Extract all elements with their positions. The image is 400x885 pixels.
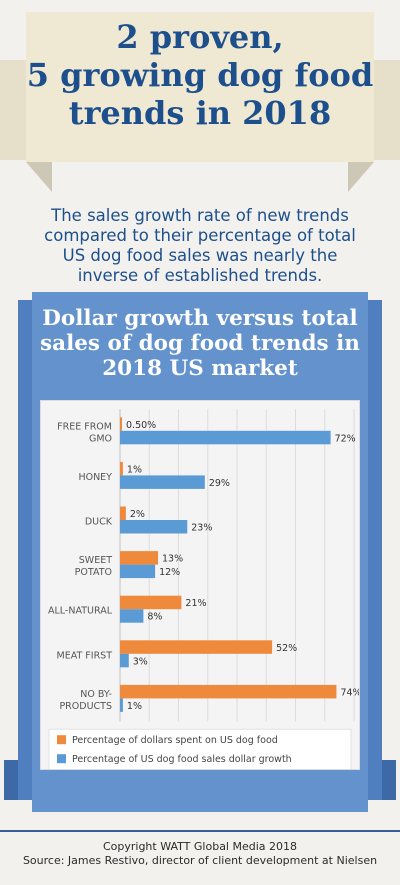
footer: Copyright WATT Global Media 2018 Source:… [0, 840, 400, 868]
subtitle-line: The sales growth rate of new trends [51, 206, 349, 225]
title-ribbon [26, 12, 374, 162]
ribbon-fold-right [348, 162, 374, 192]
chart-title-line: Dollar growth versus total [42, 306, 358, 331]
ribbon-tail-left [0, 60, 26, 160]
title-line: 2 proven, [116, 18, 284, 56]
data-label: 8% [147, 612, 162, 623]
chart-area: FREE FROM GMO 0.50% 72% HONEY 1% 29% DUCK 2% 23% S… [40, 400, 362, 774]
data-label: 29% [209, 478, 230, 489]
bar [120, 417, 122, 431]
data-label: 74% [340, 687, 359, 698]
data-label: 12% [159, 567, 180, 578]
ribbon-tail-right [374, 60, 400, 160]
subtitle-line: compared to their percentage of total [44, 226, 356, 245]
legend-swatch [57, 735, 66, 745]
data-label: 2% [130, 509, 145, 520]
panel-edge-right [382, 760, 396, 800]
chart-title-line: sales of dog food trends in [40, 331, 360, 356]
title-line: trends in 2018 [68, 94, 332, 132]
page-title: 2 proven, 5 growing dog food trends in 2… [26, 18, 374, 132]
category-label: GMO [89, 433, 112, 444]
data-label: 21% [185, 598, 206, 609]
title-line: 5 growing dog food [26, 56, 374, 94]
data-label: 0.50% [126, 420, 156, 431]
chart-title-line: 2018 US market [102, 356, 298, 381]
data-label: 1% [127, 464, 142, 475]
footer-divider [0, 830, 400, 832]
subtitle-line: US dog food sales was nearly the [62, 246, 338, 265]
category-label: ALL-NATURAL [48, 606, 113, 617]
data-label: 1% [127, 701, 142, 712]
legend-label: Percentage of US dog food sales dollar g… [72, 754, 292, 765]
source-text: Source: James Restivo, director of clien… [22, 854, 378, 867]
category-label: NO BY- [80, 689, 112, 700]
bar [120, 551, 159, 565]
category-label: SWEET [79, 555, 112, 566]
chart-title: Dollar growth versus total sales of dog … [32, 306, 368, 381]
panel-edge-left [4, 760, 18, 800]
bar [120, 698, 123, 712]
bar [120, 684, 337, 699]
data-label: 13% [162, 554, 183, 565]
bar [120, 520, 188, 534]
category-label: FREE FROM [57, 421, 112, 432]
subtitle-line: inverse of established trends. [77, 266, 323, 285]
category-label: HONEY [78, 472, 112, 483]
bar [120, 564, 156, 579]
bar [120, 609, 144, 623]
bar [120, 653, 129, 668]
data-label: 72% [335, 433, 356, 444]
legend-label: Percentage of dollars spent on US dog fo… [72, 735, 278, 746]
legend-swatch [57, 754, 66, 764]
bar [120, 595, 182, 610]
data-label: 3% [133, 656, 148, 667]
data-label: 52% [276, 643, 297, 654]
bar [120, 506, 126, 520]
legend-box [48, 728, 352, 774]
subtitle: The sales growth rate of new trends comp… [30, 206, 370, 286]
category-label: PRODUCTS [59, 701, 112, 712]
bar [120, 640, 273, 654]
bar [120, 461, 123, 476]
data-label: 23% [191, 523, 212, 534]
bar [120, 430, 331, 445]
copyright-text: Copyright WATT Global Media 2018 [102, 840, 298, 853]
bar [120, 475, 205, 489]
category-label: MEAT FIRST [57, 650, 113, 661]
category-label: DUCK [85, 517, 113, 528]
ribbon-fold-left [26, 162, 52, 192]
category-label: POTATO [75, 567, 112, 578]
